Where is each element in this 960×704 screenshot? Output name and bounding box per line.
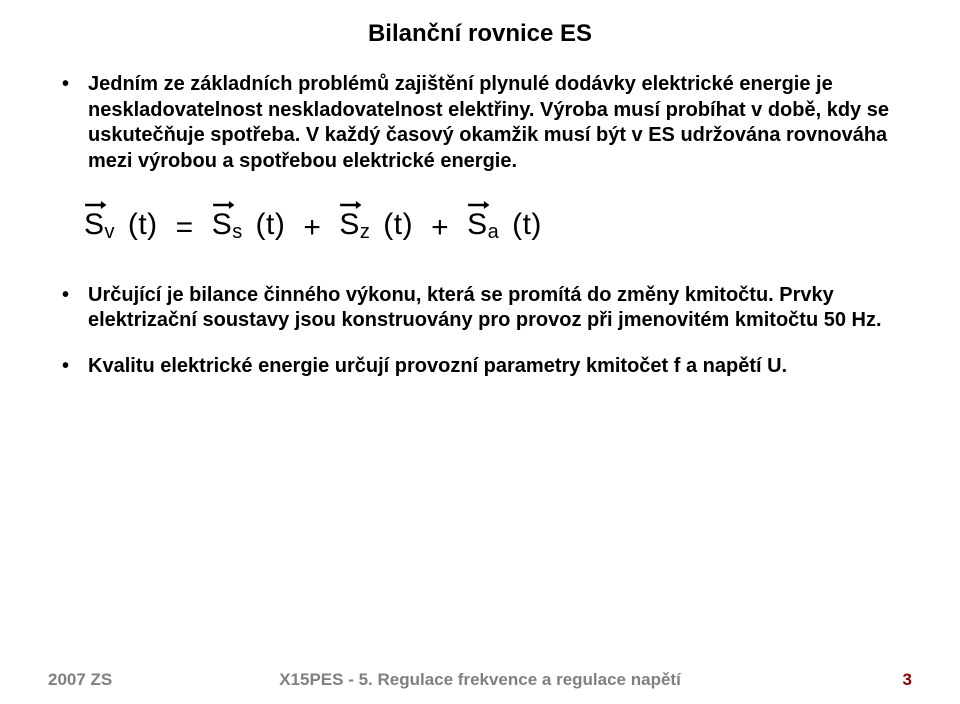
equation-symbol: S bbox=[339, 210, 360, 240]
footer-center: X15PES - 5. Regulace frekvence a regulac… bbox=[279, 670, 681, 690]
vector-arrow-icon bbox=[467, 200, 490, 210]
equation-term: Sa (t) bbox=[467, 204, 542, 242]
list-item: Kvalitu elektrické energie určují provoz… bbox=[48, 354, 912, 380]
equation-symbol: S bbox=[212, 210, 233, 240]
vector-arrow-icon bbox=[212, 200, 235, 210]
equation-symbol: S bbox=[467, 210, 488, 240]
equation-term: Ss (t) bbox=[212, 204, 286, 242]
equation-operator: = bbox=[176, 213, 194, 243]
equation-func: (t) bbox=[247, 208, 286, 241]
equation-symbol: S bbox=[84, 210, 105, 240]
equation-term: Sv (t) bbox=[84, 204, 158, 242]
equation-subscript: s bbox=[232, 222, 243, 244]
balance-equation: Sv (t) = Ss (t) + Sz (t) + Sa (t) bbox=[84, 204, 912, 242]
page-title: Bilanční rovnice ES bbox=[48, 20, 912, 48]
bullet-list-bottom: Určující je bilance činného výkonu, kter… bbox=[48, 283, 912, 380]
equation-subscript: z bbox=[360, 222, 371, 244]
equation-operator: + bbox=[431, 213, 449, 243]
content-area: Jedním ze základních problémů zajištění … bbox=[48, 72, 912, 379]
bullet-list-top: Jedním ze základních problémů zajištění … bbox=[48, 72, 912, 174]
equation-subscript: v bbox=[105, 222, 116, 244]
equation-func: (t) bbox=[503, 208, 542, 241]
vector-arrow-icon bbox=[339, 200, 362, 210]
equation-func: (t) bbox=[374, 208, 413, 241]
list-item: Určující je bilance činného výkonu, kter… bbox=[48, 283, 912, 334]
equation-operator: + bbox=[303, 213, 321, 243]
footer-page-number: 3 bbox=[903, 670, 912, 690]
vector-arrow-icon bbox=[84, 200, 107, 210]
slide-page: Bilanční rovnice ES Jedním ze základních… bbox=[0, 0, 960, 704]
list-item: Jedním ze základních problémů zajištění … bbox=[48, 72, 912, 174]
slide-footer: 2007 ZS X15PES - 5. Regulace frekvence a… bbox=[0, 670, 960, 690]
equation-term: Sz (t) bbox=[339, 204, 413, 242]
equation-subscript: a bbox=[488, 222, 500, 244]
equation-func: (t) bbox=[119, 208, 158, 241]
footer-left: 2007 ZS bbox=[48, 670, 112, 690]
